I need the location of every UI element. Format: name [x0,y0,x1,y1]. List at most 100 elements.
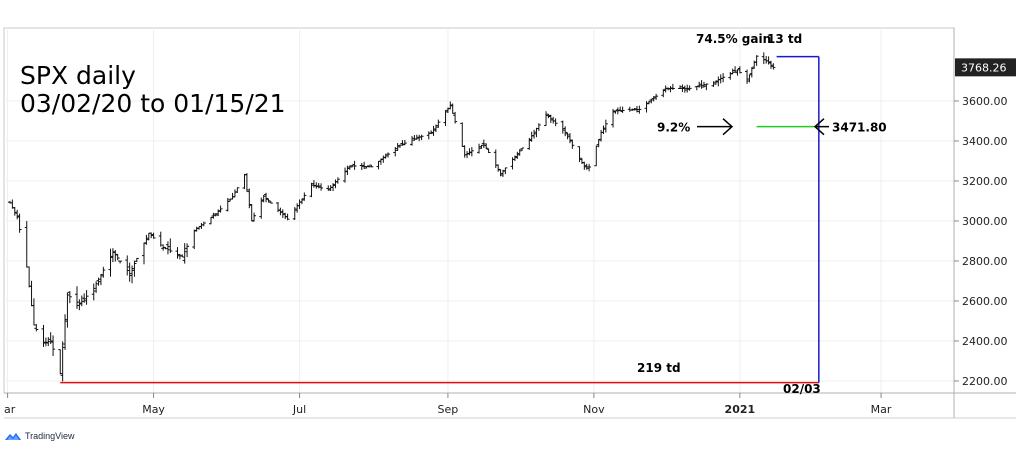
price-bar [82,293,87,303]
price-bar [383,153,388,159]
price-bar [314,182,319,189]
price-bar [532,129,537,139]
price-bar [225,198,230,212]
price-bar [414,134,419,140]
price-bar [678,85,683,89]
price-bar [701,81,706,88]
y-tick-label: 3000.00 [962,215,1008,228]
price-bar [429,130,434,135]
price-bar [737,66,742,74]
pct-label: 9.2% [657,121,690,135]
price-bar [754,55,759,66]
price-bar [496,164,501,172]
price-bar [345,165,350,175]
price-bar [450,103,455,114]
price-bar [567,133,572,144]
price-bar [292,207,297,220]
price-bar [302,192,307,201]
price-bar [393,146,398,157]
y-tick-label: 3600.00 [962,95,1008,108]
price-bar [498,169,503,177]
price-bar [402,139,407,146]
price-bar [366,165,371,168]
price-bar [747,74,752,83]
price-bar [582,161,587,170]
price-bar [165,241,170,255]
price-bar [364,166,369,169]
price-bar [453,111,458,124]
price-bar [108,248,113,277]
price-bar [704,83,709,91]
price-bar [467,148,472,156]
price-bar [347,165,352,170]
price-bar [768,60,773,69]
price-bar [362,161,367,169]
tradingview-branding[interactable]: TradingView [4,431,75,441]
price-bar [350,164,355,168]
price-bar [113,250,118,262]
price-bar [687,85,692,91]
price-bar [369,164,374,168]
price-bar [682,85,687,93]
price-bar [670,83,675,90]
price-bar [694,86,699,91]
price-bar [185,243,190,258]
price-bar [299,198,304,205]
price-bar [713,80,718,85]
price-bar [634,106,639,113]
price-bar [771,63,776,70]
price-bar [668,86,673,93]
price-bar [125,255,130,276]
price-bar [395,142,400,151]
price-bar [163,247,168,250]
left-arrow-icon [813,118,829,136]
price-bar [570,139,575,149]
price-bar [144,234,149,245]
price-bar [285,213,290,221]
price-bar [15,209,20,220]
price-bar [110,248,115,263]
price-bar [218,205,223,213]
tradingview-brand-text: TradingView [25,431,75,441]
price-bar [51,335,56,356]
price-bar [654,93,659,100]
price-bar [130,265,135,284]
price-bar [594,145,599,167]
price-bar [43,337,48,347]
price-bar [577,146,582,163]
y-tick-label: 2200.00 [962,375,1008,388]
price-bar [278,207,283,216]
price-bar [343,167,348,183]
price-bar [352,160,357,170]
price-bar [247,188,252,209]
price-bar [161,244,166,251]
price-bar [766,56,771,65]
price-bar [431,125,436,136]
price-bar [249,204,254,222]
price-bar [520,147,525,151]
price-bar [620,106,625,113]
right-arrow-icon [697,118,734,136]
price-bar [127,262,132,282]
last-price-badge [955,58,1016,77]
price-bar [544,111,549,126]
price-bar [115,253,120,261]
price-bar [601,125,606,135]
price-bar [326,185,331,191]
price-bar [168,238,173,253]
price-bar [75,286,80,309]
price-bar [134,257,139,262]
x-tick-label: ar [4,403,16,416]
price-bar [12,207,17,216]
price-bar [65,292,70,328]
price-bar [481,139,486,149]
price-bar [613,110,618,114]
chart-title-line-1: SPX daily [20,61,136,90]
price-bar [175,247,180,259]
price-bar [149,232,154,239]
price-bar [259,197,264,219]
y-tick-label: 2800.00 [962,255,1008,268]
price-bar [158,231,163,247]
price-bar [512,155,517,162]
